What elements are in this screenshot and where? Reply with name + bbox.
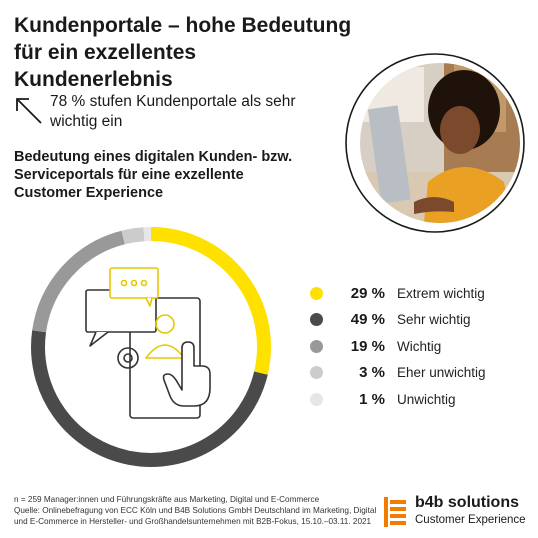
- legend-item: 49 % Sehr wichtig: [310, 307, 530, 334]
- legend-label: Unwichtig: [397, 391, 456, 407]
- donut-slice-4: [121, 227, 145, 245]
- legend-swatch: [310, 286, 323, 300]
- donut-slice-3: [32, 230, 126, 333]
- brand-tagline: Customer Experience: [415, 514, 526, 526]
- donut-chart: [31, 227, 271, 467]
- legend-label: Extrem wichtig: [397, 285, 485, 301]
- legend-swatch: [310, 392, 323, 406]
- portal-touch-icon: [85, 267, 211, 419]
- legend-swatch: [310, 339, 323, 353]
- chart-title: Bedeutung eines digitalen Kunden- bzw. S…: [14, 149, 293, 201]
- legend-value: 1 %: [359, 390, 385, 408]
- legend-item: 29 % Extrem wichtig: [310, 280, 530, 307]
- legend-value: 49 %: [350, 311, 385, 329]
- footnote: n = 259 Manager:innen und Führungskräfte…: [14, 494, 384, 527]
- chart-legend: 29 % Extrem wichtig 49 % Sehr wichtig 19 % Wi…: [310, 280, 530, 413]
- legend-swatch: [310, 366, 323, 380]
- brand-logo: b4b solutions Customer Experience: [384, 494, 534, 531]
- arrow-up-left-icon: [12, 94, 44, 126]
- legend-label: Wichtig: [397, 338, 442, 354]
- footnote-source: Quelle: Onlinebefragung von ECC Köln und…: [14, 506, 377, 526]
- donut-slice-2: [31, 330, 268, 467]
- footnote-sample: n = 259 Manager:innen und Führungskräfte…: [14, 495, 320, 504]
- headline-stat: 78 % stufen Kundenportale als sehr wicht…: [50, 93, 296, 130]
- legend-item: 1 % Unwichtig: [310, 386, 530, 413]
- legend-value: 29 %: [350, 284, 385, 302]
- legend-label: Eher unwichtig: [397, 365, 486, 381]
- legend-item: 3 % Eher unwichtig: [310, 360, 530, 387]
- donut-slice-1: [150, 227, 271, 375]
- legend-item: 19 % Wichtig: [310, 333, 530, 360]
- page-title: Kundenportale – hohe Bedeutung für ein e…: [14, 14, 352, 91]
- brand-name: b4b solutions: [415, 494, 519, 511]
- legend-value: 3 %: [359, 364, 385, 382]
- person-photo: [344, 52, 526, 234]
- brand-mark-icon: [384, 497, 406, 527]
- legend-value: 19 %: [350, 337, 385, 355]
- legend-label: Sehr wichtig: [397, 312, 471, 328]
- legend-swatch: [310, 313, 323, 327]
